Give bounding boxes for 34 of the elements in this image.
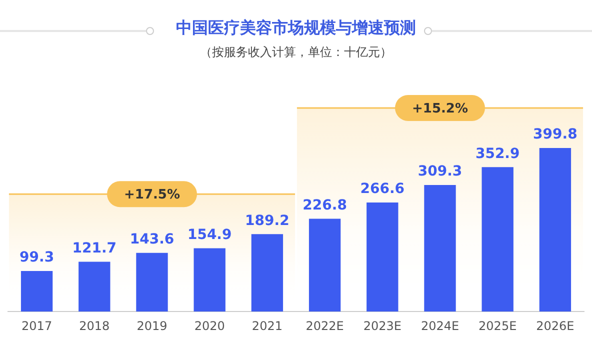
x-tick-label: 2017 [22, 318, 52, 333]
x-tick-label: 2024E [420, 318, 460, 333]
chart-title: 中国医疗美容市场规模与增速预测 [175, 18, 417, 39]
bar [424, 184, 456, 312]
x-tick-label: 2023E [363, 318, 402, 333]
bar [308, 218, 341, 312]
x-tick-label: 2019 [136, 318, 168, 333]
bar [194, 248, 226, 312]
x-tick-label: 2025E [478, 318, 517, 333]
data-label: 266.6 [360, 181, 405, 198]
bar [366, 202, 398, 312]
band-label: +15.2% [412, 101, 468, 116]
bar [482, 167, 514, 312]
data-label: 154.9 [187, 226, 232, 243]
data-label: 399.8 [533, 126, 578, 143]
bar [78, 262, 110, 312]
data-label: 226.8 [302, 197, 347, 214]
bar [20, 270, 53, 312]
data-label: 121.7 [72, 240, 117, 256]
data-label: 309.3 [418, 164, 462, 180]
band-label: +17.5% [124, 188, 180, 203]
x-tick-label: 2018 [79, 318, 110, 333]
x-tick-label: 2026E [536, 318, 574, 333]
data-label: 189.2 [245, 212, 290, 229]
bar [136, 252, 168, 312]
x-tick-label: 2021 [252, 318, 282, 333]
x-tick-label: 2022E [306, 318, 344, 333]
bar [251, 234, 284, 312]
data-label: 143.6 [130, 231, 174, 248]
x-tick-label: 2020 [194, 318, 225, 333]
bar [539, 148, 572, 312]
chart-subtitle: （按服务收入计算，单位：十亿元） [199, 44, 393, 61]
data-label: 352.9 [475, 146, 520, 162]
data-label: 99.3 [20, 250, 54, 266]
